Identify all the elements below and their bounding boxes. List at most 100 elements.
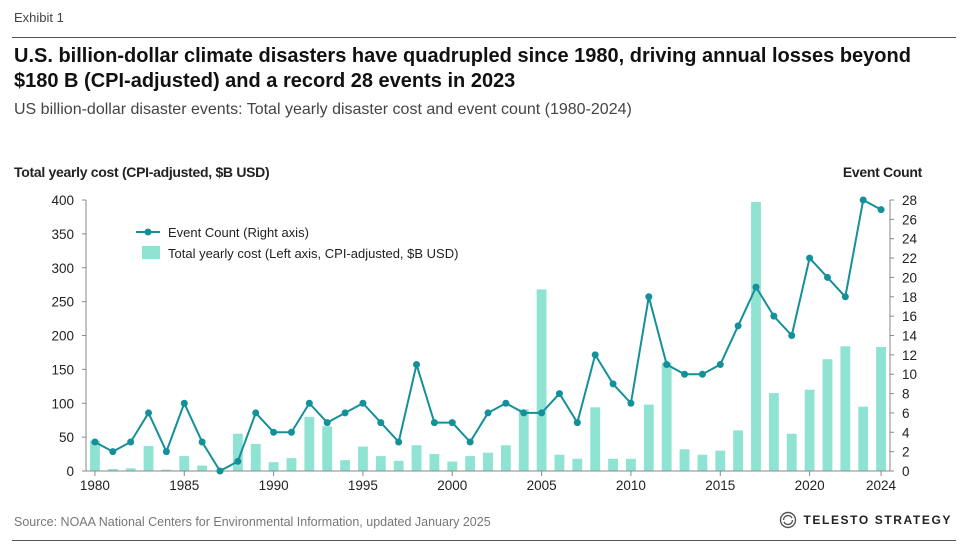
event-count-point [734, 322, 742, 330]
event-count-point [841, 293, 849, 301]
right-tick-label: 28 [902, 193, 917, 208]
event-count-point [180, 399, 188, 407]
event-count-point [359, 399, 367, 407]
x-tick-label: 2010 [616, 478, 646, 493]
event-count-point [234, 457, 242, 465]
x-tick-label: 2015 [705, 478, 735, 493]
cost-bar [608, 458, 618, 471]
event-count-point [448, 419, 456, 427]
cost-bar [304, 416, 315, 471]
cost-bar [679, 449, 690, 471]
event-count-point [877, 206, 885, 214]
event-count-point [627, 399, 635, 407]
cost-bar [429, 454, 440, 471]
brand-name: TELESTO STRATEGY [803, 513, 952, 527]
event-count-point [91, 438, 99, 446]
circular-arrows-icon [780, 511, 797, 529]
brand: TELESTO STRATEGY [779, 511, 952, 529]
left-tick-label: 100 [51, 396, 74, 411]
event-count-point [591, 351, 599, 359]
event-count-point [484, 409, 492, 417]
event-count-point [109, 448, 117, 456]
cost-bar [232, 433, 243, 471]
bottom-divider [12, 540, 956, 541]
x-tick-label: 1995 [348, 478, 378, 493]
event-count-point [395, 438, 403, 446]
right-axis-title: Event Count [842, 164, 922, 180]
cost-bar [250, 443, 261, 471]
event-count-point [538, 409, 546, 417]
event-count-point [270, 428, 278, 436]
cost-bar [733, 430, 744, 471]
right-tick-label: 20 [902, 270, 917, 285]
cost-bar [536, 289, 547, 471]
subtitle: US billion-dollar disaster events: Total… [14, 101, 632, 118]
event-count-point [252, 409, 260, 417]
exhibit-label: Exhibit 1 [14, 10, 64, 25]
cost-bar [411, 445, 422, 471]
source-note: Source: NOAA National Centers for Enviro… [14, 515, 491, 529]
event-count-point [859, 196, 867, 204]
cost-bar [572, 458, 583, 471]
event-count-point [770, 312, 778, 320]
right-tick-label: 26 [902, 212, 917, 227]
right-tick-label: 24 [902, 232, 918, 247]
x-tick-label: 1985 [169, 478, 199, 493]
event-count-line [94, 199, 882, 472]
cost-bar [90, 440, 100, 471]
event-count-point [520, 409, 528, 417]
right-tick-label: 12 [902, 348, 917, 363]
event-count-point [752, 283, 760, 291]
cost-bar [161, 469, 172, 471]
cost-bar [483, 452, 493, 471]
event-count-point [502, 399, 510, 407]
legend-line-marker [144, 228, 152, 236]
event-count-point [198, 438, 206, 446]
right-tick-label: 8 [902, 387, 910, 402]
event-count-point [341, 409, 349, 417]
cost-bar [626, 458, 636, 471]
left-tick-label: 150 [51, 362, 74, 377]
cost-bar [125, 468, 136, 471]
x-tick-label: 2005 [527, 478, 557, 493]
cost-bar [447, 461, 458, 471]
right-tick-label: 10 [902, 367, 917, 382]
cost-bar [375, 456, 386, 471]
cost-bar [518, 409, 529, 471]
event-count-point [305, 399, 313, 407]
cost-bar [590, 407, 601, 471]
event-count-point [823, 273, 831, 281]
cost-bar [322, 426, 333, 471]
event-count-point [698, 370, 706, 378]
top-divider [12, 37, 956, 38]
cost-bar [715, 450, 726, 471]
cost-bar [286, 458, 297, 471]
right-tick-label: 4 [902, 425, 910, 440]
cost-bar [786, 433, 797, 471]
event-count-point [430, 419, 438, 427]
event-count-point [555, 390, 563, 398]
event-count-point [216, 467, 224, 475]
left-tick-label: 350 [51, 227, 74, 242]
left-tick-label: 250 [51, 295, 74, 310]
event-count-point [145, 409, 153, 417]
event-count-point [287, 428, 295, 436]
cost-bar [340, 460, 350, 471]
cost-bar [107, 468, 118, 471]
cost-bar [804, 389, 815, 471]
event-count-point [806, 254, 814, 262]
cost-bar [500, 445, 511, 471]
event-count-point [413, 361, 421, 369]
event-count-point [377, 419, 385, 427]
left-axis-title: Total yearly cost (CPI-adjusted, $B USD) [14, 164, 270, 180]
event-count-point [323, 419, 331, 427]
event-count-point [716, 361, 724, 369]
event-count-point [466, 438, 474, 446]
cost-bar [268, 462, 279, 471]
x-tick-label: 1990 [259, 478, 289, 493]
event-count-point [663, 361, 671, 369]
cost-bar [768, 393, 779, 471]
right-tick-label: 2 [902, 445, 910, 460]
cost-bar [643, 404, 654, 471]
